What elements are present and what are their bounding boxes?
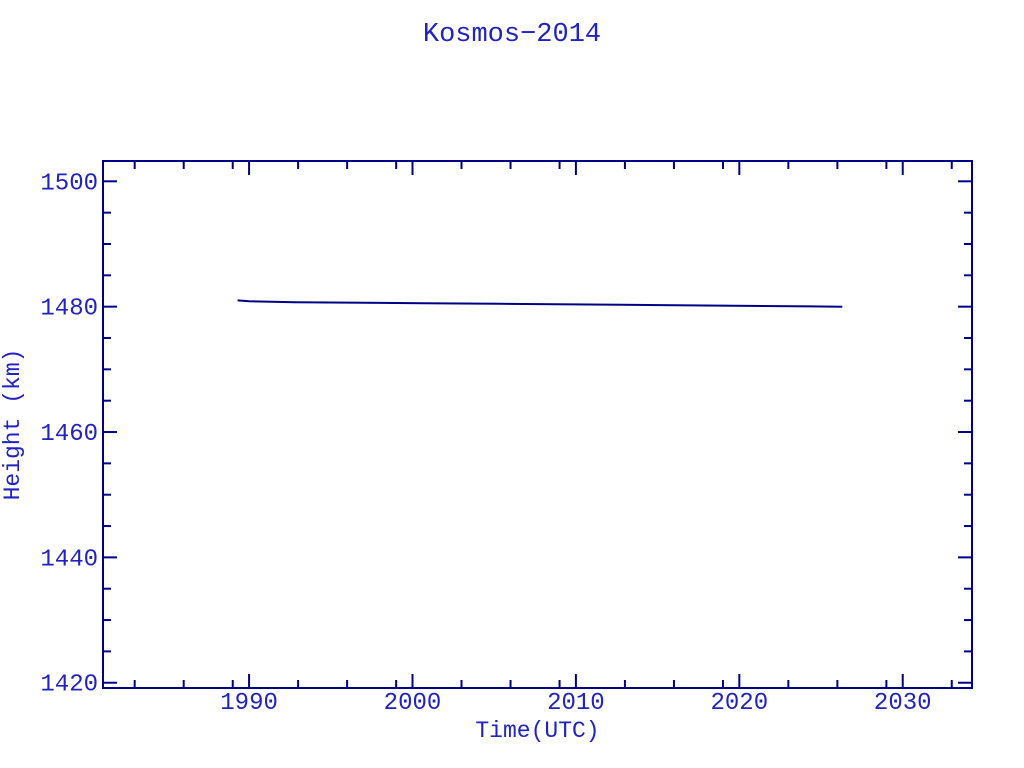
chart-title: Kosmos−2014 xyxy=(423,20,601,50)
y-axis-tick-label: 1460 xyxy=(40,421,98,448)
y-axis-tick-label: 1420 xyxy=(40,672,98,699)
x-axis-title: Time(UTC) xyxy=(475,718,599,744)
x-axis-tick-label: 1990 xyxy=(220,690,278,717)
y-axis-title: Height (km) xyxy=(0,349,26,501)
x-axis-tick-label: 2000 xyxy=(384,690,442,717)
x-axis-tick-label: 2010 xyxy=(547,690,605,717)
x-axis-tick-label: 2020 xyxy=(711,690,769,717)
x-axis-tick-label: 2030 xyxy=(874,690,932,717)
y-axis-tick-label: 1440 xyxy=(40,546,98,573)
y-axis-tick-label: 1480 xyxy=(40,296,98,323)
plot-border xyxy=(102,160,973,689)
y-axis-tick-label: 1500 xyxy=(40,170,98,197)
data-line xyxy=(237,299,843,308)
